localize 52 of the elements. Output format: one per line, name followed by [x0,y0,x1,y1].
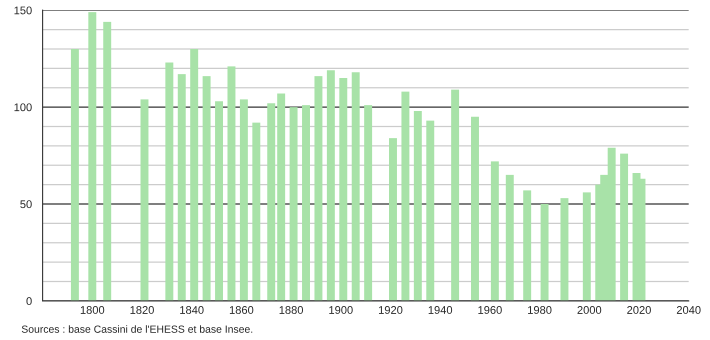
x-tick-label: 1800 [80,306,104,314]
x-tick-label: 2020 [627,306,651,314]
bar [290,107,298,301]
bar [490,161,499,301]
bar [103,22,112,301]
bar [582,192,591,301]
bar [326,70,335,301]
bar [523,190,532,301]
bar [88,12,96,301]
x-tick-label: 2040 [676,306,701,314]
bar [620,154,628,301]
y-tick-label: 150 [14,6,32,14]
source-note: Sources : base Cassini de l'EHESS et base Insee. [22,325,252,333]
bar [401,92,410,301]
bar [70,48,79,301]
bar [240,99,248,301]
y-tick-label: 50 [20,200,32,208]
bar [302,105,310,301]
bar [140,99,148,301]
bar [314,76,322,301]
bar [277,94,286,301]
x-tick-label: 1820 [130,306,154,314]
bar [165,62,174,301]
x-tick-label: 1960 [478,306,502,314]
bar [506,174,514,301]
bar [339,78,348,301]
x-tick-label: 1980 [528,306,552,314]
bar [267,103,276,301]
bar [178,74,186,301]
bar [389,138,397,301]
bar [252,122,260,301]
bar [202,76,211,301]
x-tick-label: 1920 [378,306,402,314]
x-tick-label: 1840 [180,306,204,314]
bar [215,101,224,301]
x-tick-label: 2000 [578,306,602,314]
bar [451,90,460,301]
bar [471,116,479,301]
bar [560,198,568,301]
bar [190,48,198,301]
x-tick-label: 1880 [280,306,304,314]
y-tick-label: 100 [14,103,32,112]
bar [352,72,360,301]
bar [414,110,422,301]
x-tick-label: 1860 [230,306,254,314]
x-tick-label: 1940 [428,306,452,314]
bar [426,120,434,301]
bar [540,204,549,301]
x-tick-label: 1900 [329,306,353,314]
bar [364,105,372,301]
bar [227,66,236,301]
y-tick-label: 0 [26,297,32,306]
